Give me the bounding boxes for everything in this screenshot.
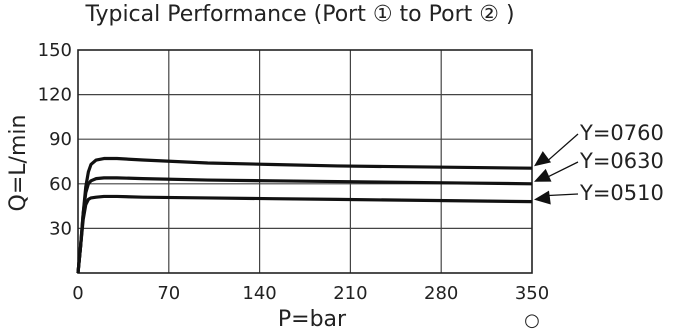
leader-line-2 [545, 193, 579, 197]
series-layer [76, 133, 579, 274]
arrow-head-1 [534, 168, 552, 182]
label-layer: 0 70 140 210 280 350 30 60 90 120 150 Y=0760 Y=0630 Y… [38, 40, 664, 304]
x-tick-label: 350 [515, 283, 549, 304]
chart-title: Typical Performance (Port ① to Port ② ) [85, 2, 515, 27]
series-line-2 [76, 194, 533, 274]
leader-line-1 [545, 161, 579, 179]
plot-frame [77, 49, 533, 274]
x-tick-label: 210 [333, 283, 367, 304]
x-tick-label: 140 [242, 283, 276, 304]
y-tick-label: 60 [49, 174, 72, 195]
x-tick-label: 70 [157, 283, 180, 304]
leader-line-0 [545, 133, 579, 163]
series-label-2: Y=0510 [579, 181, 664, 205]
x-tick-label: 0 [72, 283, 83, 304]
x-tick-label: 280 [424, 283, 458, 304]
arrow-head-0 [534, 151, 552, 167]
arrow-head-2 [534, 190, 551, 205]
y-tick-label: 90 [49, 129, 72, 150]
y-axis-label: Q=L/min [6, 115, 31, 212]
y-tick-label: 120 [38, 85, 72, 106]
grid-layer [77, 49, 533, 274]
y-tick-label: 150 [38, 40, 72, 61]
series-label-1: Y=0630 [579, 149, 664, 173]
series-line-0 [76, 156, 533, 274]
x-axis-label: P=bar [278, 307, 347, 332]
y-tick-label: 30 [49, 218, 72, 239]
series-line-1 [76, 176, 533, 274]
series-label-0: Y=0760 [579, 121, 664, 145]
footnote-symbol: ○ [524, 310, 540, 331]
